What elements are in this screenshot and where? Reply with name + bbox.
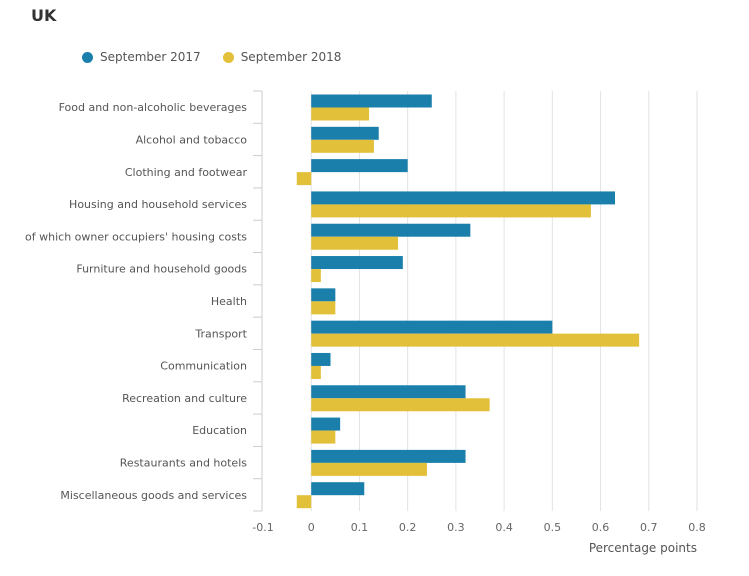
bar-sep-2017[interactable] [311,256,403,270]
bar-sep-2017[interactable] [311,94,432,108]
bar-sep-2018[interactable] [311,236,399,250]
x-tick-label: 0.5 [544,521,562,534]
bar-sep-2018[interactable] [296,495,312,509]
category-label: Education [192,424,247,437]
bar-sep-2018[interactable] [311,365,321,379]
legend-item-sep-2018[interactable]: September 2018 [222,50,342,64]
category-label: Housing and household services [69,198,247,211]
bar-sep-2017[interactable] [311,126,379,140]
x-tick-label: 0.6 [592,521,610,534]
bar-sep-2018[interactable] [311,430,336,444]
legend-label: September 2017 [100,50,201,64]
x-tick-label: 0.2 [399,521,417,534]
bar-sep-2017[interactable] [311,159,408,173]
legend-swatch-sep-2017 [82,51,93,63]
category-label: Alcohol and tobacco [136,133,248,146]
x-tick-label: 0.4 [495,521,513,534]
category-label: Furniture and household goods [76,263,247,276]
x-tick-label: 0.1 [351,521,369,534]
category-label: Food and non-alcoholic beverages [59,101,248,114]
category-label: Communication [160,360,247,373]
bar-sep-2018[interactable] [311,139,374,153]
category-label: Clothing and footwear [125,166,248,179]
legend: September 2017 September 2018 [82,50,341,64]
legend-swatch-sep-2018 [222,51,234,63]
x-axis-title: Percentage points [589,541,697,555]
x-tick-label: 0.8 [688,521,706,534]
bar-sep-2018[interactable] [311,301,336,315]
bar-sep-2018[interactable] [311,107,370,121]
bar-sep-2017[interactable] [311,320,553,334]
category-label: of which owner occupiers' housing costs [25,230,247,243]
category-label: Health [211,295,247,308]
bar-sep-2018[interactable] [311,333,640,347]
bar-sep-2017[interactable] [311,223,471,237]
category-label: Restaurants and hotels [120,457,247,470]
bar-sep-2017[interactable] [311,385,466,399]
bar-sep-2018[interactable] [296,172,312,186]
legend-label: September 2018 [240,50,342,64]
x-tick-label: 0.3 [447,521,465,534]
category-label: Miscellaneous goods and services [60,489,247,502]
chart-title: UK [31,6,57,25]
x-tick-label: -0.1 [252,521,273,534]
bar-sep-2018[interactable] [311,462,427,476]
bar-sep-2017[interactable] [311,482,365,496]
bar-sep-2018[interactable] [311,204,591,218]
bar-sep-2017[interactable] [311,191,616,205]
x-tick-label: 0.7 [640,521,658,534]
bar-sep-2017[interactable] [311,417,341,431]
legend-item-sep-2017[interactable]: September 2017 [82,50,201,64]
category-label: Recreation and culture [122,392,247,405]
category-label: Transport [194,327,247,340]
bar-sep-2018[interactable] [311,398,490,412]
bar-sep-2017[interactable] [311,352,331,366]
bar-sep-2018[interactable] [311,269,321,283]
bar-sep-2017[interactable] [311,449,466,463]
bar-sep-2017[interactable] [311,288,336,302]
x-tick-label: 0 [308,521,315,534]
